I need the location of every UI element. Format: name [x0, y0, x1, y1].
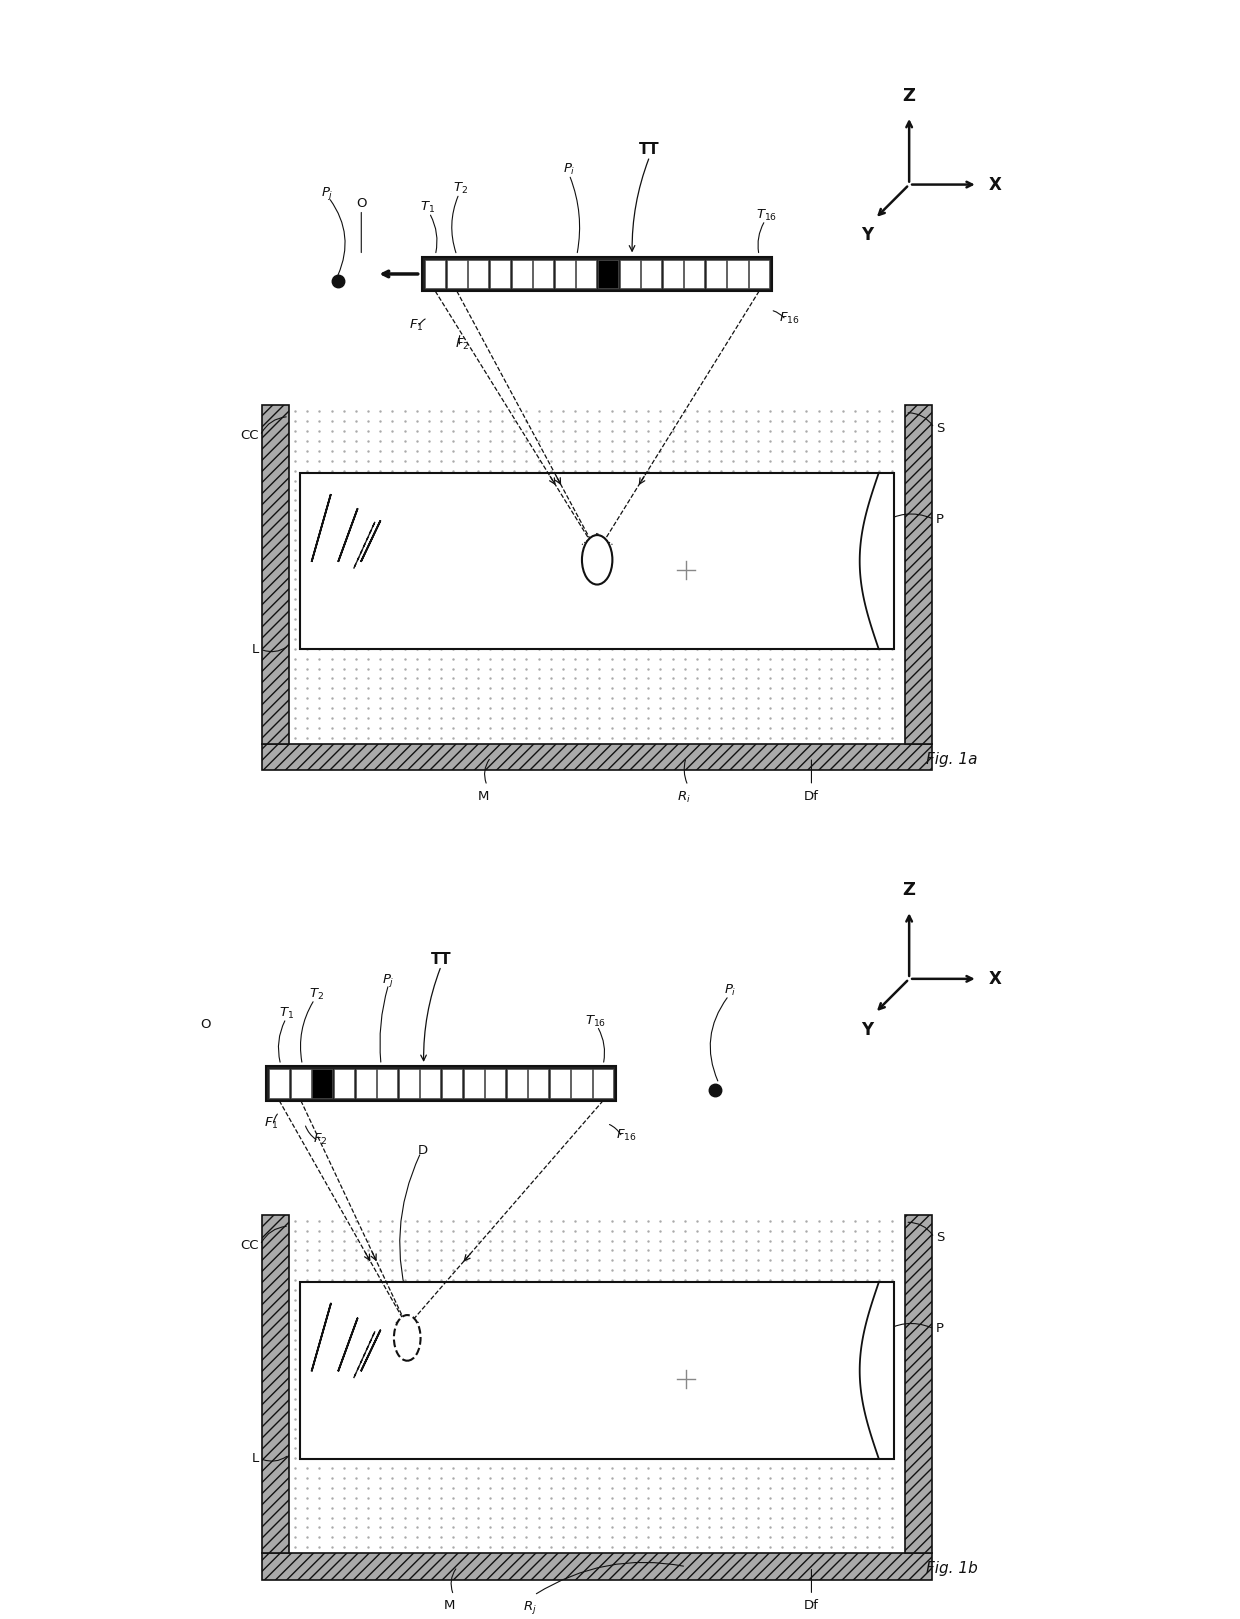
Text: CC: CC — [241, 1239, 259, 1251]
Text: TT: TT — [640, 142, 660, 157]
Text: M: M — [444, 1600, 455, 1613]
Bar — [485, 1069, 505, 1098]
Text: $F_1$: $F_1$ — [264, 1115, 279, 1132]
Bar — [377, 1069, 397, 1098]
Bar — [425, 259, 445, 288]
Text: $P_j$: $P_j$ — [321, 185, 334, 202]
Bar — [446, 259, 467, 288]
Bar — [905, 405, 932, 743]
Text: P: P — [936, 513, 944, 526]
Bar — [620, 259, 640, 288]
Bar — [572, 1069, 591, 1098]
Text: M: M — [477, 790, 489, 803]
Text: $F_1$: $F_1$ — [409, 319, 424, 334]
Bar — [905, 1214, 932, 1553]
Text: $P_j$: $P_j$ — [382, 971, 396, 989]
Bar — [507, 1069, 527, 1098]
Text: $P_i$: $P_i$ — [724, 983, 737, 999]
Ellipse shape — [582, 534, 613, 584]
Bar — [300, 473, 894, 649]
Text: Fig. 1a: Fig. 1a — [926, 751, 977, 767]
Text: $T_1$: $T_1$ — [279, 1005, 294, 1022]
Bar — [289, 1214, 905, 1553]
Text: TT: TT — [430, 952, 451, 967]
Bar — [533, 259, 553, 288]
Bar — [749, 259, 769, 288]
Bar — [334, 1069, 355, 1098]
Text: S: S — [936, 421, 944, 434]
Bar — [291, 1069, 311, 1098]
Bar — [577, 259, 596, 288]
Bar — [312, 1069, 332, 1098]
Bar — [269, 1069, 289, 1098]
Text: CC: CC — [241, 429, 259, 442]
Bar — [512, 259, 532, 288]
Text: Fig. 1b: Fig. 1b — [926, 1561, 977, 1577]
Text: $F_{16}$: $F_{16}$ — [779, 311, 800, 325]
Bar — [549, 1069, 570, 1098]
Text: $P_i$: $P_i$ — [563, 162, 575, 176]
Bar — [263, 405, 289, 743]
Bar — [300, 1282, 894, 1459]
Bar — [598, 259, 618, 288]
Bar — [263, 1214, 289, 1553]
Bar — [554, 259, 575, 288]
Text: S: S — [936, 1230, 944, 1243]
Text: $T_1$: $T_1$ — [420, 201, 435, 215]
Text: Df: Df — [804, 1600, 818, 1613]
Text: O: O — [200, 1018, 211, 1031]
Text: $T_2$: $T_2$ — [453, 181, 469, 196]
Bar — [490, 259, 510, 288]
Text: Df: Df — [804, 790, 818, 803]
Bar — [728, 259, 748, 288]
Text: $F_2$: $F_2$ — [312, 1132, 327, 1146]
Bar — [289, 405, 905, 743]
Text: D: D — [418, 1145, 428, 1158]
Text: Y: Y — [862, 227, 873, 244]
Bar — [662, 259, 683, 288]
Bar — [441, 1069, 463, 1098]
Text: O: O — [356, 198, 367, 210]
Bar — [684, 259, 704, 288]
Text: L: L — [252, 643, 259, 656]
Bar — [420, 1069, 440, 1098]
Bar — [263, 743, 932, 771]
Bar — [464, 1069, 484, 1098]
Bar — [598, 259, 618, 288]
Text: $T_{16}$: $T_{16}$ — [585, 1013, 606, 1028]
Bar — [267, 1067, 616, 1101]
Text: Y: Y — [862, 1020, 873, 1039]
Ellipse shape — [394, 1315, 420, 1360]
Text: $F_{16}$: $F_{16}$ — [615, 1128, 636, 1143]
Bar — [528, 1069, 548, 1098]
Bar — [399, 1069, 419, 1098]
Text: $T_2$: $T_2$ — [309, 988, 324, 1002]
Bar — [469, 259, 489, 288]
Text: $T_{16}$: $T_{16}$ — [756, 207, 777, 223]
Text: X: X — [990, 970, 1002, 988]
Bar — [312, 1069, 332, 1098]
Bar — [263, 1553, 932, 1580]
Text: Z: Z — [903, 87, 915, 105]
Text: $R_j$: $R_j$ — [523, 1600, 537, 1616]
Bar — [641, 259, 661, 288]
Bar — [706, 259, 725, 288]
Text: Z: Z — [903, 881, 915, 899]
Text: X: X — [990, 175, 1002, 194]
Text: $F_2$: $F_2$ — [455, 337, 469, 353]
Text: P: P — [936, 1323, 944, 1336]
Bar — [593, 1069, 613, 1098]
Bar — [422, 257, 773, 291]
Text: L: L — [252, 1452, 259, 1465]
Text: $R_i$: $R_i$ — [677, 790, 691, 805]
Bar — [356, 1069, 376, 1098]
